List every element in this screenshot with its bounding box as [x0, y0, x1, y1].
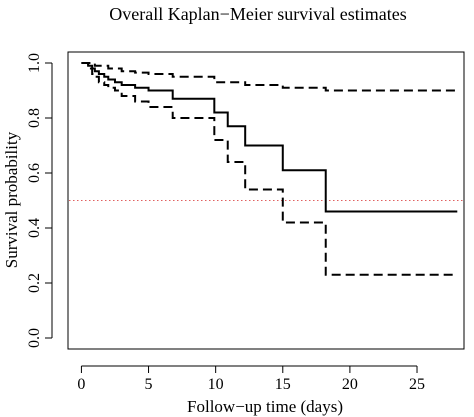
plot-frame — [67, 51, 465, 350]
x-tick-label: 5 — [145, 376, 153, 393]
x-axis: 0 5 10 15 20 25 — [77, 365, 425, 393]
y-tick-label: 0.0 — [26, 328, 43, 348]
y-tick-label: 0.6 — [26, 163, 43, 183]
y-axis: 0.0 0.2 0.4 0.6 0.8 1.0 — [26, 53, 53, 348]
x-axis-label: Follow−up time (days) — [187, 397, 343, 416]
y-tick-label: 0.8 — [26, 108, 43, 128]
x-tick-label: 25 — [409, 376, 425, 393]
km-lower-ci-line — [81, 62, 458, 276]
x-tick-label: 15 — [275, 376, 291, 393]
y-tick-label: 0.4 — [26, 218, 43, 238]
y-tick-label: 1.0 — [26, 53, 43, 73]
survival-curves — [81, 62, 458, 276]
km-estimate-line — [81, 62, 458, 213]
x-tick-label: 20 — [342, 376, 358, 393]
km-upper-ci-line — [81, 62, 458, 92]
x-tick-label: 10 — [208, 376, 224, 393]
y-tick-label: 0.2 — [26, 273, 43, 293]
chart-title: Overall Kaplan−Meier survival estimates — [109, 4, 407, 24]
y-axis-label: Survival probability — [2, 131, 21, 268]
x-tick-label: 0 — [77, 376, 85, 393]
